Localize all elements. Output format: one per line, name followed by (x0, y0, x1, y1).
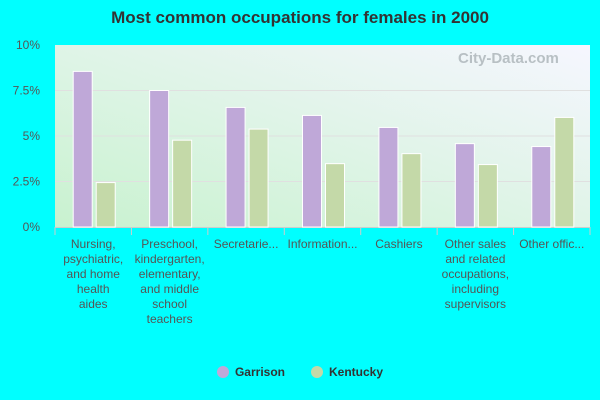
bar-kentucky (95, 182, 116, 228)
bar-garrison (454, 143, 475, 228)
bar-kentucky (325, 163, 345, 228)
x-category-label: supervisors (445, 297, 506, 311)
x-category-label: health (77, 282, 110, 296)
bar-kentucky (554, 116, 575, 228)
bar-garrison (149, 90, 170, 228)
legend-label: Kentucky (328, 365, 384, 379)
y-tick-label: 0% (23, 220, 41, 234)
x-category-label: and middle (140, 282, 199, 296)
y-tick-label: 7.5% (13, 84, 41, 98)
bar-garrison (378, 126, 399, 228)
x-category-label: Preschool, (141, 237, 198, 251)
legend-item: Garrison (216, 365, 285, 379)
x-category-label: and related (445, 252, 505, 266)
bar-garrison (531, 146, 552, 228)
bar-kentucky (477, 164, 498, 228)
watermark: City-Data.com (458, 50, 559, 67)
x-category-label: aides (79, 297, 108, 311)
bar-kentucky (248, 128, 269, 228)
x-category-label: school (152, 297, 187, 311)
y-tick-label: 5% (23, 129, 41, 143)
x-category-label: teachers (147, 312, 193, 326)
x-category-label: psychiatric, (63, 252, 123, 266)
x-category-label: occupations, (442, 267, 509, 281)
bar-kentucky (401, 153, 422, 228)
x-category-label: Information... (287, 237, 357, 251)
x-category-label: Secretarie... (214, 237, 279, 251)
x-category-label: elementary, (139, 267, 201, 281)
x-category-label: and home (67, 267, 121, 281)
chart-title: Most common occupations for females in 2… (111, 8, 489, 27)
x-category-label: Other sales (445, 237, 506, 251)
y-tick-label: 10% (16, 38, 40, 52)
x-category-label: Other offic... (519, 237, 584, 251)
bar-garrison (72, 70, 93, 228)
x-category-label: Cashiers (375, 237, 422, 251)
x-category-label: Nursing, (71, 237, 116, 251)
legend-label: Garrison (234, 365, 285, 379)
bar-garrison (302, 114, 322, 228)
y-tick-label: 2.5% (13, 175, 41, 189)
legend-swatch (310, 366, 323, 378)
legend-swatch (216, 366, 229, 378)
legend-item: Kentucky (310, 365, 384, 379)
x-category-label: kindergarten, (135, 252, 205, 266)
bar-kentucky (172, 139, 193, 228)
x-category-label: including (452, 282, 499, 296)
bar-garrison (225, 106, 246, 228)
legend: Garrison Kentucky (0, 365, 600, 379)
